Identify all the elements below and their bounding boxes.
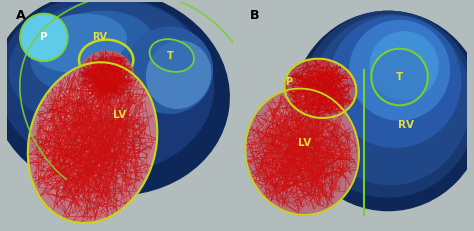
Text: T: T (396, 72, 403, 82)
Ellipse shape (350, 20, 449, 120)
Ellipse shape (28, 62, 157, 223)
Ellipse shape (264, 105, 308, 189)
Text: B: B (250, 9, 260, 22)
Ellipse shape (149, 39, 194, 72)
Text: P: P (40, 32, 48, 43)
Ellipse shape (42, 86, 98, 182)
Ellipse shape (28, 62, 157, 223)
Text: T: T (167, 51, 174, 61)
Ellipse shape (371, 49, 428, 105)
Ellipse shape (0, 0, 229, 195)
Ellipse shape (146, 41, 210, 108)
Ellipse shape (32, 14, 126, 72)
Ellipse shape (127, 27, 212, 113)
Text: LV: LV (113, 110, 127, 121)
Text: A: A (16, 9, 25, 22)
Ellipse shape (9, 0, 194, 126)
Ellipse shape (300, 11, 474, 197)
Ellipse shape (31, 11, 154, 93)
Ellipse shape (20, 14, 68, 61)
Ellipse shape (284, 59, 356, 118)
Text: LV: LV (298, 138, 311, 148)
Ellipse shape (79, 51, 133, 101)
Text: RV: RV (398, 120, 414, 130)
Ellipse shape (0, 0, 213, 172)
Text: RV: RV (92, 32, 107, 43)
Ellipse shape (329, 16, 461, 147)
Text: P: P (285, 76, 292, 87)
Ellipse shape (246, 88, 359, 215)
Ellipse shape (311, 15, 470, 185)
Ellipse shape (370, 32, 438, 100)
Ellipse shape (292, 11, 474, 211)
